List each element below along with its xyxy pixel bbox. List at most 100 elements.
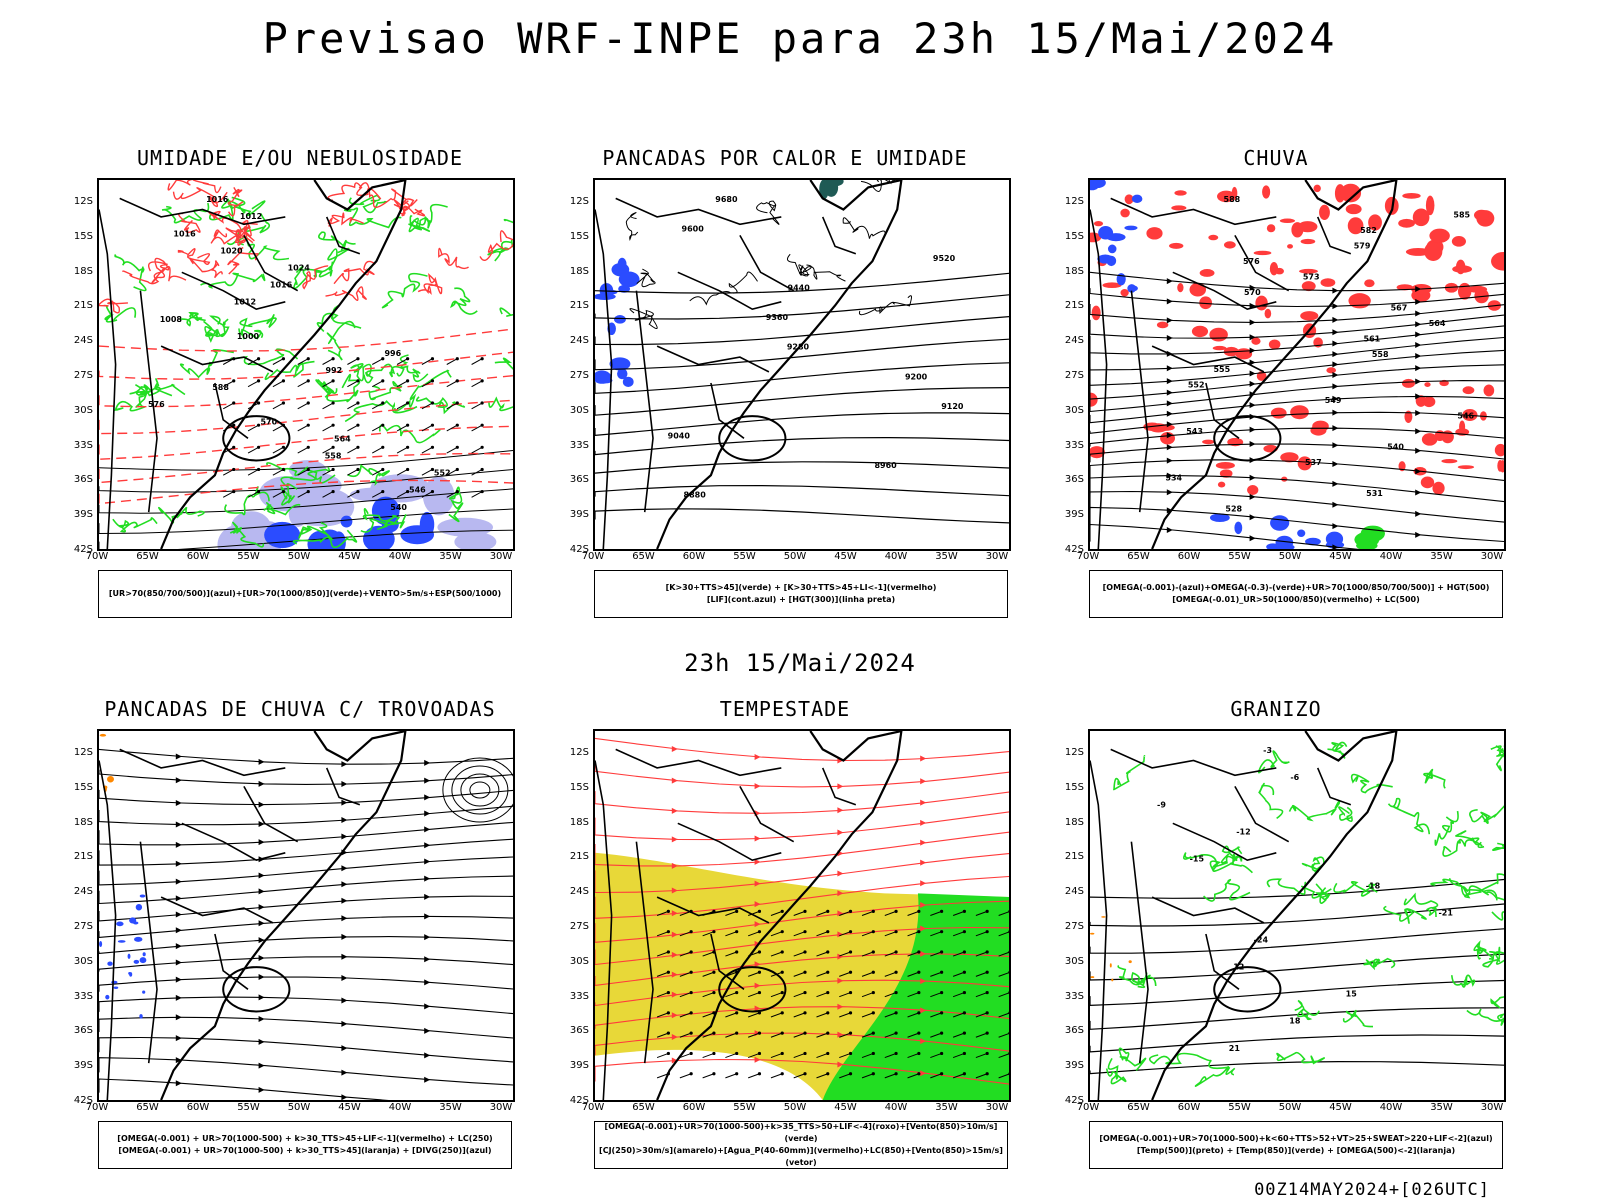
wind-vector-head bbox=[803, 1011, 807, 1015]
streamline-arrow bbox=[1332, 395, 1339, 402]
wind-vector bbox=[725, 951, 737, 957]
contour-label: 9680 bbox=[715, 195, 738, 204]
longitude-label: 60W bbox=[186, 1102, 210, 1113]
wind-vector bbox=[656, 931, 669, 937]
contour-line bbox=[99, 488, 513, 514]
streamline bbox=[595, 979, 1009, 1007]
contour-line bbox=[227, 246, 260, 275]
wind-vector-head bbox=[1008, 1052, 1009, 1055]
latitude-label: 12S bbox=[569, 747, 589, 758]
wind-vector-head bbox=[826, 1011, 830, 1015]
wind-vector bbox=[471, 491, 483, 498]
streamline bbox=[595, 764, 1009, 788]
contour-line bbox=[398, 205, 426, 217]
latitude-label: 12S bbox=[1064, 196, 1084, 207]
shaded-area bbox=[1253, 250, 1272, 256]
panel-title: TEMPESTADE bbox=[719, 697, 851, 721]
longitude-label: 55W bbox=[733, 1102, 756, 1113]
streamline-arrow bbox=[341, 1045, 348, 1052]
contour-line bbox=[240, 328, 264, 340]
country-border bbox=[1205, 382, 1240, 439]
wind-vector bbox=[272, 380, 284, 388]
wind-vector bbox=[884, 1012, 897, 1018]
wind-vector bbox=[222, 380, 234, 388]
streamline bbox=[1090, 349, 1504, 386]
contour-line bbox=[344, 400, 418, 423]
contour-line bbox=[595, 272, 1009, 294]
country-border bbox=[1205, 933, 1240, 990]
wind-vector-head bbox=[757, 1031, 762, 1035]
shaded-area bbox=[1090, 446, 1105, 459]
shaded-area bbox=[1287, 244, 1293, 249]
longitude-label: 45W bbox=[338, 551, 361, 562]
wind-vector-head bbox=[232, 489, 236, 494]
contour-line bbox=[315, 379, 335, 398]
streamline-arrow bbox=[424, 979, 431, 986]
streamline-arrow bbox=[1249, 426, 1256, 433]
contour-label: 1016 bbox=[206, 195, 229, 204]
wind-vector bbox=[861, 1012, 874, 1018]
wind-vector bbox=[975, 992, 988, 998]
shaded-area bbox=[142, 952, 146, 957]
wind-vector-head bbox=[780, 909, 784, 913]
contour-line bbox=[1350, 773, 1393, 794]
coastline bbox=[160, 731, 407, 1100]
wind-vector bbox=[748, 910, 760, 916]
longitude-label: 30W bbox=[1480, 551, 1504, 562]
streamline bbox=[595, 900, 1009, 943]
wind-vector-head bbox=[803, 970, 807, 974]
wind-vector-head bbox=[712, 970, 716, 974]
streamline-arrow bbox=[1332, 383, 1339, 390]
longitude-label: 60W bbox=[186, 551, 210, 562]
latitude-label: 39S bbox=[1064, 1060, 1084, 1072]
streamline-arrow bbox=[754, 1005, 761, 1012]
streamline-arrow bbox=[920, 925, 927, 932]
shaded-area bbox=[1402, 192, 1421, 199]
wind-vector bbox=[446, 358, 458, 365]
streamline-arrow bbox=[1249, 474, 1256, 481]
wind-vector bbox=[679, 1052, 692, 1059]
wind-vector bbox=[446, 491, 458, 498]
contour-line bbox=[203, 320, 219, 343]
shaded-area bbox=[617, 257, 627, 271]
contour-line bbox=[229, 521, 265, 548]
wind-vector-head bbox=[256, 445, 261, 449]
streamline bbox=[99, 748, 513, 765]
wind-vector bbox=[930, 1012, 942, 1018]
wind-vector bbox=[421, 380, 433, 388]
streamline-arrow bbox=[424, 893, 431, 900]
wind-vector-head bbox=[803, 1072, 807, 1076]
contour-line bbox=[1212, 853, 1253, 874]
wind-vector-head bbox=[940, 1051, 944, 1056]
wind-vector bbox=[471, 402, 483, 410]
wind-vector-head bbox=[356, 379, 360, 383]
wind-vector-head bbox=[306, 445, 310, 449]
wind-vector-head bbox=[381, 467, 385, 472]
streamline-arrow bbox=[1332, 372, 1339, 379]
wind-vector bbox=[396, 491, 408, 498]
contour-label: -6 bbox=[1290, 773, 1299, 782]
longitude-label: 45W bbox=[338, 1102, 361, 1113]
contour-label: 585 bbox=[1453, 211, 1470, 220]
streamline bbox=[595, 1058, 1009, 1085]
wind-vector-head bbox=[430, 423, 435, 427]
shaded-area bbox=[1297, 529, 1306, 537]
cyclone-circulation bbox=[460, 773, 500, 807]
streamline-arrow bbox=[920, 950, 927, 957]
shaded-area bbox=[1299, 268, 1318, 274]
contour-line bbox=[1090, 1034, 1504, 1053]
streamline-arrow bbox=[175, 1014, 182, 1021]
country-border bbox=[821, 216, 857, 255]
contour-line bbox=[756, 200, 780, 225]
longitude-label: 65W bbox=[632, 1102, 655, 1113]
streamline bbox=[1090, 303, 1504, 323]
wind-vector bbox=[770, 1012, 783, 1018]
streamline-arrow bbox=[424, 826, 431, 833]
shaded-area bbox=[107, 961, 113, 966]
wind-vector bbox=[930, 1032, 942, 1038]
wind-vector bbox=[975, 1052, 988, 1059]
wind-vector-head bbox=[455, 467, 459, 472]
wind-vector-head bbox=[381, 357, 385, 361]
streamline-arrow bbox=[175, 878, 182, 885]
streamline bbox=[99, 1016, 513, 1039]
